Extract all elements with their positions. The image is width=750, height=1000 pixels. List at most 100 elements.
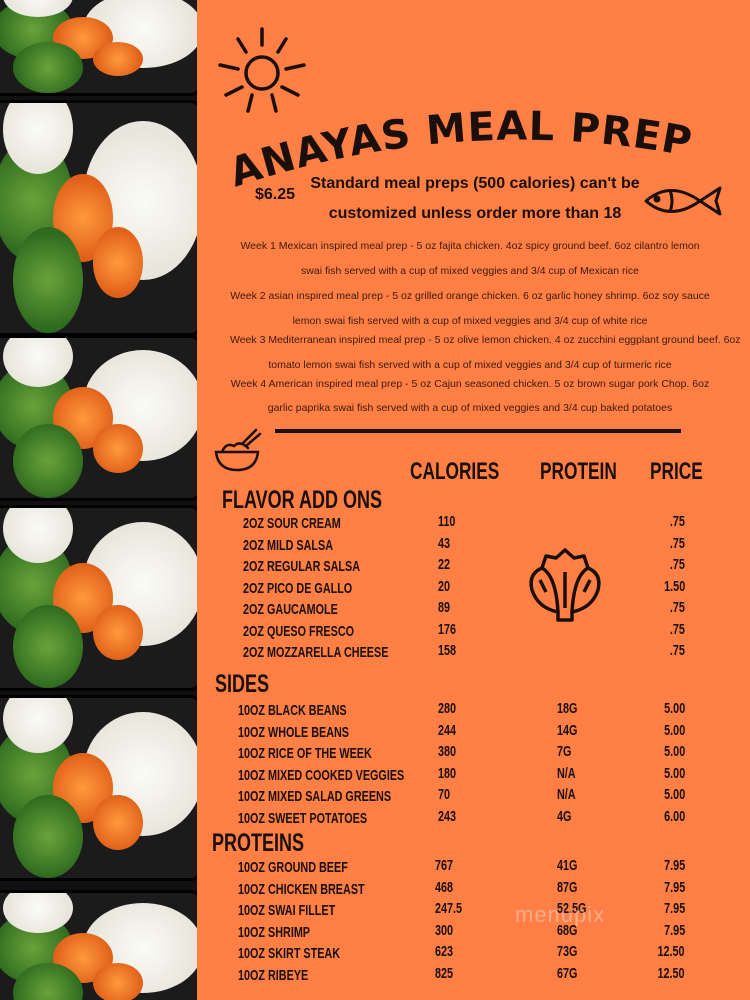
item-calories: 623 [435, 943, 460, 960]
item-price: 7.95 [625, 922, 685, 939]
item-name-text: 10OZ RIBEYE [238, 966, 309, 984]
item-price: .75 [625, 621, 685, 638]
week-description: Week 3 Mediterranean inspired meal prep … [230, 334, 741, 346]
item-protein: 7G [557, 743, 577, 760]
meal-tray [0, 335, 197, 501]
carrot [93, 604, 143, 661]
item-price-text: .75 [669, 534, 685, 552]
carrot [93, 226, 143, 298]
item-protein-text: N/A [557, 786, 576, 803]
rice [3, 508, 73, 564]
broccoli [13, 226, 83, 333]
item-calories: 158 [438, 642, 463, 659]
item-name: 10OZ SKIRT STEAK [238, 945, 380, 962]
watermark: menupix [515, 902, 606, 927]
item-name: 10OZ RICE OF THE WEEK [238, 745, 424, 762]
item-protein: N/A [557, 765, 583, 782]
item-price-text: 5.00 [663, 743, 685, 760]
item-calories: 244 [438, 722, 463, 739]
item-calories-text: 300 [435, 921, 454, 939]
item-name: 2OZ PICO DE GALLO [243, 580, 395, 597]
item-price: 5.00 [625, 786, 685, 803]
item-name-text: 2OZ PICO DE GALLO [243, 579, 353, 597]
item-name: 2OZ MOZZARELLA CHEESE [243, 644, 445, 661]
item-price-text: 5.00 [663, 721, 685, 739]
item-calories-text: 468 [435, 878, 454, 896]
item-name: 2OZ SOUR CREAM [243, 515, 379, 532]
section-title: SIDES [215, 670, 290, 699]
item-price: 7.95 [625, 857, 685, 874]
item-calories: 110 [438, 513, 462, 530]
section-title-text: PROTEINS [212, 829, 305, 857]
item-calories: 468 [435, 879, 460, 896]
item-name: 10OZ SWAI FILLET [238, 902, 373, 919]
item-name-text: 10OZ SWEET POTATOES [238, 809, 368, 827]
item-calories-text: 244 [438, 721, 457, 739]
week-description: tomato lemon swai fish served with a cup… [268, 359, 672, 371]
item-price-text: 6.00 [663, 807, 685, 825]
carrot [93, 794, 143, 851]
meal-tray [0, 0, 197, 96]
item-protein-text: 14G [557, 721, 578, 739]
item-calories-text: 243 [438, 807, 457, 825]
item-name-text: 2OZ GAUCAMOLE [243, 601, 338, 618]
broccoli [13, 42, 83, 93]
item-protein-text: 73G [557, 943, 578, 960]
broccoli [13, 794, 83, 878]
item-calories: 180 [438, 765, 463, 782]
item-protein-text: 68G [557, 921, 578, 939]
item-name-text: 2OZ QUESO FRESCO [243, 622, 355, 640]
item-price-text: 12.50 [657, 943, 685, 960]
fish-icon [644, 186, 722, 216]
item-calories: 70 [438, 786, 455, 803]
item-protein-text: 67G [557, 964, 578, 982]
item-price-text: 7.95 [663, 900, 685, 917]
item-price: .75 [625, 535, 685, 552]
item-name-text: 10OZ RICE OF THE WEEK [238, 745, 372, 762]
item-calories-text: 20 [438, 577, 451, 595]
item-calories-text: 43 [438, 534, 451, 552]
item-name-text: 2OZ MILD SALSA [243, 536, 334, 554]
item-calories: 176 [438, 621, 463, 638]
item-price: 12.50 [625, 943, 685, 960]
week-description: swai fish served with a cup of mixed veg… [301, 265, 639, 277]
item-name-text: 10OZ GROUND BEEF [238, 859, 348, 876]
meal-tray [0, 505, 197, 691]
item-calories-text: 247.5 [435, 900, 463, 917]
item-name: 10OZ WHOLE BEANS [238, 724, 392, 741]
item-name-text: 10OZ MIXED SALAD GREENS [238, 788, 392, 805]
item-name: 10OZ GROUND BEEF [238, 859, 391, 876]
item-calories-text: 110 [438, 513, 456, 530]
item-name: 2OZ REGULAR SALSA [243, 558, 406, 575]
item-protein: 87G [557, 879, 585, 896]
item-price-text: 5.00 [663, 786, 685, 803]
carrot [93, 963, 143, 1000]
item-name: 2OZ GAUCAMOLE [243, 601, 375, 618]
item-calories: 380 [438, 743, 463, 760]
item-price-text: .75 [669, 620, 685, 638]
item-price-text: 7.95 [663, 921, 685, 939]
rice [3, 0, 73, 17]
item-name: 10OZ SWEET POTATOES [238, 810, 417, 827]
item-protein: 73G [557, 943, 585, 960]
week-description: Week 1 Mexican inspired meal prep - 5 oz… [240, 240, 700, 252]
item-price: 7.95 [625, 900, 685, 917]
page-title: ANAYAS MEAL PREP [225, 104, 695, 195]
item-protein: 41G [557, 857, 585, 874]
bowl-icon [214, 428, 262, 472]
item-calories: 247.5 [435, 900, 473, 917]
item-name: 2OZ QUESO FRESCO [243, 623, 397, 640]
item-price: 6.00 [625, 808, 685, 825]
item-protein: 52.5G [557, 900, 598, 917]
item-calories: 767 [435, 857, 460, 874]
item-calories-text: 825 [435, 964, 454, 982]
item-calories: 22 [438, 556, 455, 573]
header-protein: PROTEIN [540, 458, 617, 485]
rice [3, 103, 73, 174]
item-price: .75 [625, 599, 685, 616]
item-name-text: 10OZ MIXED COOKED VEGGIES [238, 766, 405, 784]
item-price: 1.50 [625, 578, 685, 595]
item-price-text: .75 [669, 599, 685, 616]
artichoke-icon [529, 548, 601, 622]
carrot [93, 42, 143, 77]
